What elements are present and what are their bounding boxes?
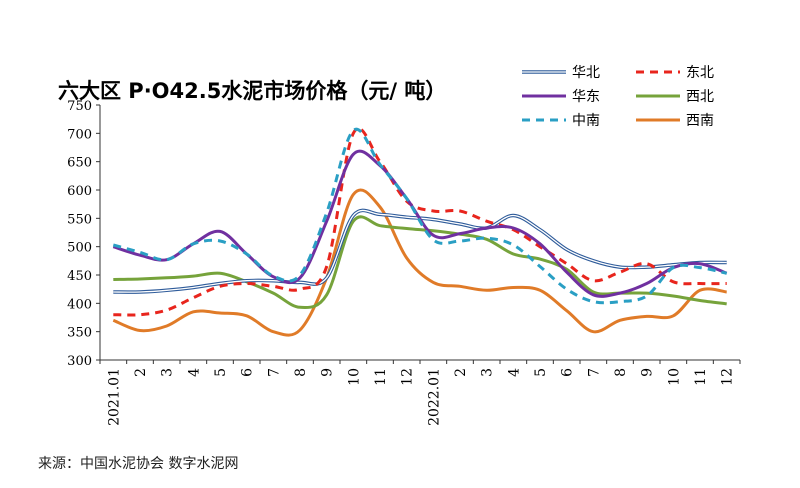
y-tick-label: 300 (67, 354, 92, 369)
y-tick-label: 500 (67, 241, 92, 256)
x-tick-label: 2 (133, 368, 149, 377)
legend-item-东北: 东北 (636, 65, 714, 81)
x-tick-label: 11 (693, 368, 709, 386)
x-tick-label: 8 (613, 368, 629, 377)
x-tick-label: 3 (480, 368, 496, 377)
series-line-中南 (112, 127, 728, 305)
x-tick-label: 3 (160, 368, 176, 377)
legend-label: 西北 (686, 89, 714, 105)
x-tick-label: 8 (293, 368, 309, 377)
y-tick-label: 750 (67, 99, 92, 114)
chart-title: 六大区 P·O42.5水泥市场价格（元/ 吨） (58, 79, 446, 103)
legend-item-华东: 华东 (522, 89, 600, 105)
x-tick-label: 12 (720, 368, 736, 386)
source-note: 来源：中国水泥协会 数字水泥网 (38, 456, 239, 472)
x-tick-label: 12 (400, 368, 416, 386)
x-tick-label: 10 (346, 368, 362, 386)
series-line-西南 (112, 188, 727, 337)
axes: 300 350 400 450 500 550 600 650 700 750 2021.01 2 3 4… (67, 99, 741, 426)
legend-item-西南: 西南 (636, 113, 714, 129)
legend-item-华北: 华北 (522, 65, 600, 81)
x-tick-label: 7 (586, 368, 602, 377)
y-tick-label: 400 (67, 297, 92, 312)
x-tick-label: 6 (240, 368, 256, 377)
x-tick-label: 9 (320, 368, 336, 377)
series-lines (112, 127, 728, 337)
x-tick-label: 10 (666, 368, 682, 386)
x-tick-label: 2 (453, 368, 469, 377)
x-tick-label: 2021.01 (106, 368, 122, 426)
y-tick-label: 600 (67, 184, 92, 199)
legend-item-西北: 西北 (636, 89, 714, 105)
series-line-西北 (113, 215, 727, 309)
x-tick-label: 5 (533, 368, 549, 377)
y-tick-label: 450 (67, 269, 92, 284)
y-tick-label: 650 (67, 156, 92, 171)
y-tick-label: 550 (67, 212, 92, 227)
x-tick-label: 11 (373, 368, 389, 386)
x-tick-label: 2022.01 (426, 368, 442, 426)
legend-label: 华北 (572, 65, 600, 81)
x-tick-label: 4 (506, 368, 522, 377)
legend-item-中南: 中南 (522, 113, 600, 129)
y-tick-label: 350 (67, 326, 92, 341)
y-tick-label: 700 (67, 127, 92, 142)
x-tick-label: 4 (186, 368, 202, 377)
x-tick-label: 9 (640, 368, 656, 377)
x-tick-label: 5 (213, 368, 229, 377)
legend-label: 华东 (572, 89, 600, 105)
series-line-华东 (112, 149, 728, 298)
legend-label: 东北 (686, 65, 714, 81)
legend-label: 中南 (572, 113, 600, 129)
x-tick-label: 7 (266, 368, 282, 377)
legend-label: 西南 (686, 113, 714, 129)
x-tick-label: 6 (560, 368, 576, 377)
